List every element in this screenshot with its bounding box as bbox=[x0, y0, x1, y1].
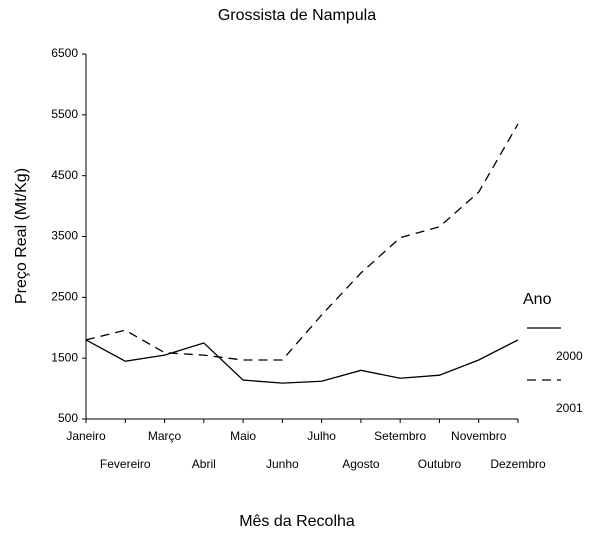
x-tick-label: Abril bbox=[192, 457, 216, 471]
x-tick-label: Outubro bbox=[418, 457, 462, 471]
x-tick-label: Setembro bbox=[374, 429, 426, 443]
x-tick-label: Novembro bbox=[451, 429, 507, 443]
y-tick-label: 4500 bbox=[51, 168, 78, 182]
y-tick-label: 1500 bbox=[51, 350, 78, 364]
chart-title: Grossista de Nampula bbox=[218, 7, 376, 24]
series-line bbox=[85, 339, 519, 384]
y-axis-label: Preço Real (Mt/Kg) bbox=[13, 168, 30, 304]
legend-title: Ano bbox=[523, 291, 552, 308]
legend-label: 2001 bbox=[556, 401, 583, 415]
y-tick-label: 5500 bbox=[51, 107, 78, 121]
y-tick-label: 6500 bbox=[51, 46, 78, 60]
x-tick-label: Julho bbox=[307, 429, 336, 443]
x-axis-label: Mês da Recolha bbox=[239, 513, 355, 530]
x-tick-label: Dezembro bbox=[490, 457, 546, 471]
series-line bbox=[85, 123, 519, 361]
y-tick-label: 2500 bbox=[51, 290, 78, 304]
x-tick-label: Janeiro bbox=[66, 429, 106, 443]
legend-label: 2000 bbox=[556, 349, 583, 363]
x-tick-label: Agosto bbox=[342, 457, 380, 471]
y-tick-label: 3500 bbox=[51, 229, 78, 243]
x-tick-label: Junho bbox=[266, 457, 299, 471]
x-tick-label: Fevereiro bbox=[100, 457, 151, 471]
x-tick-label: Março bbox=[148, 429, 182, 443]
x-tick-label: Maio bbox=[230, 429, 256, 443]
y-tick-label: 500 bbox=[58, 411, 78, 425]
